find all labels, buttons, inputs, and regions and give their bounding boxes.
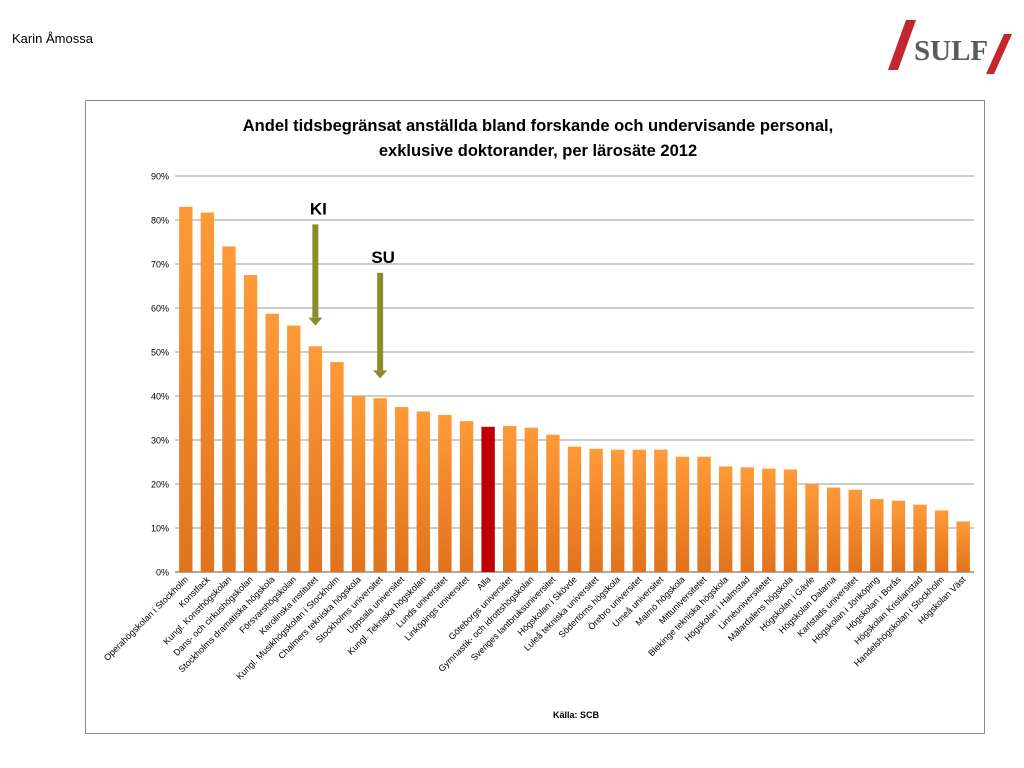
annotation-arrow-head (373, 370, 388, 379)
bar (913, 504, 927, 572)
annotation-arrow-head (308, 317, 323, 326)
bar (567, 446, 582, 572)
bar (459, 421, 474, 572)
y-tick-label: 90% (151, 172, 169, 182)
bar (243, 275, 258, 572)
bar (416, 411, 431, 572)
bar (934, 510, 949, 572)
annotation-label: SU (371, 248, 395, 267)
bar (891, 500, 906, 572)
chart-title-line-1: Andel tidsbegränsat anställda bland fors… (243, 117, 833, 135)
y-tick-label: 50% (151, 348, 169, 358)
bar (956, 521, 970, 572)
x-tick-labels: Operahögskolan i StockholmKonstfackKungl… (102, 574, 968, 682)
bar (200, 212, 215, 572)
annotation-label: KI (310, 199, 327, 218)
bar (632, 449, 646, 572)
bar (179, 206, 193, 573)
logo-slash-left (888, 20, 916, 70)
author-name: Karin Åmossa (12, 31, 93, 46)
bar (287, 325, 301, 572)
bar (826, 487, 841, 572)
bar (222, 246, 236, 572)
bar (870, 498, 884, 572)
bar (503, 425, 517, 572)
bar (265, 313, 279, 572)
grid-layer: 0% 10% 20% 30% 40% 50% 60% 70% 80% 90% (151, 172, 974, 578)
bar (395, 407, 409, 572)
bar (718, 466, 733, 572)
bar (610, 449, 625, 572)
bar (330, 362, 344, 572)
bar (762, 468, 776, 572)
chart-frame: Andel tidsbegränsat anställda bland fors… (85, 100, 985, 734)
bar-highlight (481, 426, 495, 572)
logo-slash-right (986, 34, 1012, 74)
y-tick-label: 0% (156, 568, 169, 578)
sulf-logo: SULF (884, 14, 1012, 80)
bar (589, 448, 603, 572)
annotation-layer: KI SU (308, 199, 395, 379)
y-tick-label: 40% (151, 392, 169, 402)
bar (373, 398, 387, 572)
bar (308, 346, 323, 572)
x-tick-label: Alla (475, 574, 493, 592)
bar (740, 467, 754, 572)
bar (524, 427, 539, 572)
bar (783, 469, 798, 572)
bar (654, 449, 668, 572)
bar-layer (179, 206, 970, 573)
bar (351, 396, 366, 572)
y-tick-label: 60% (151, 304, 169, 314)
y-tick-label: 20% (151, 480, 169, 490)
bar-chart: Andel tidsbegränsat anställda bland fors… (102, 117, 974, 720)
bar (438, 414, 452, 572)
bar (805, 484, 819, 572)
y-tick-label: 30% (151, 436, 169, 446)
bar (848, 489, 862, 572)
y-tick-label: 70% (151, 260, 169, 270)
bar (697, 456, 711, 572)
chart-title-line-2: exklusive doktorander, per lärosäte 2012 (379, 142, 697, 160)
annotation-arrow-shaft (377, 272, 384, 371)
annotation-arrow-shaft (312, 224, 319, 318)
chart-source: Källa: SCB (553, 710, 600, 720)
logo-text: SULF (914, 35, 988, 67)
y-tick-label: 10% (151, 524, 169, 534)
sulf-logo-icon: SULF (888, 20, 1012, 74)
y-tick-label: 80% (151, 216, 169, 226)
bar (546, 434, 560, 572)
bar (675, 456, 690, 572)
